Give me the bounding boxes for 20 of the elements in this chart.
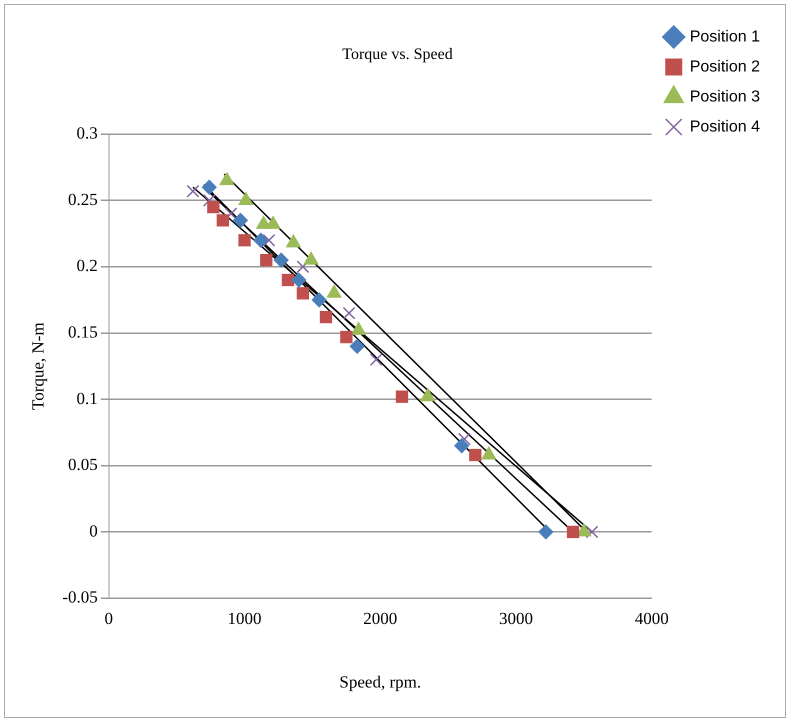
y-tick-label: 0.15 xyxy=(68,322,98,342)
chart-title: Torque vs. Speed xyxy=(342,46,453,63)
y-tick-label: 0.2 xyxy=(76,256,98,276)
x-tick-label: 4000 xyxy=(634,608,669,628)
legend-label: Position 3 xyxy=(690,88,760,106)
legend-label: Position 2 xyxy=(690,58,760,76)
x-tick-label: 1000 xyxy=(228,608,262,628)
y-tick-label: 0 xyxy=(89,521,98,540)
x-tick-label: 2000 xyxy=(363,608,398,628)
y-tick-label: -0.05 xyxy=(62,588,98,607)
y-tick-label: 0.25 xyxy=(68,190,98,209)
legend-label: Position 4 xyxy=(690,118,760,136)
y-tick-label: 0.05 xyxy=(68,455,98,474)
x-tick-label: 3000 xyxy=(499,608,534,628)
x-tick-label: 0 xyxy=(104,608,114,628)
y-tick-label: 0.3 xyxy=(76,124,98,143)
y-axis-title: Torque, N-m xyxy=(28,322,48,410)
y-tick-label: 0.1 xyxy=(76,388,98,408)
legend-label: Position 1 xyxy=(690,28,760,46)
x-axis-title: Speed, rpm. xyxy=(339,672,422,692)
